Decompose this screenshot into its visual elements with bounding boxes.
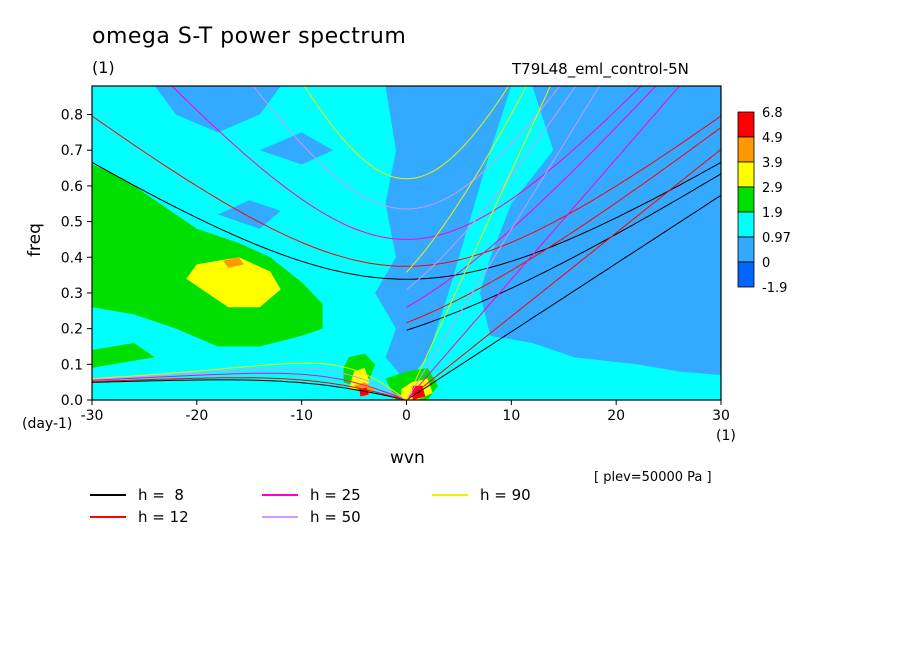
colorbar-label: -1.9 (762, 281, 787, 296)
dispersion-curves (92, 86, 721, 400)
x-tick-label: -20 (185, 408, 208, 424)
contour-blue-east (322, 86, 721, 383)
legend-item: h = 90 (432, 486, 531, 504)
colorbar-swatch (737, 161, 755, 188)
colorbar-label: 0 (762, 256, 770, 271)
contour-blue-patch (259, 132, 334, 165)
colorbar-label: 4.9 (762, 131, 783, 146)
legend-label: h = 12 (138, 508, 189, 526)
y-tick-label: 0.4 (61, 250, 83, 266)
contour-blue-nw (154, 86, 281, 133)
x-tick-label: 0 (402, 408, 411, 424)
rossby-curve-50 (92, 367, 407, 400)
contour-green-sw (92, 342, 155, 368)
x-axis-label: wvn (390, 448, 425, 468)
kelvin-curve-90 (406, 86, 551, 400)
ig-curve-90 (303, 86, 510, 180)
contour-red-origin (411, 385, 426, 400)
x-tick-label: -30 (81, 408, 104, 424)
y-tick-label: 0.2 (61, 322, 83, 338)
colorbar-label: 2.9 (762, 181, 783, 196)
chart-title: omega S-T power spectrum (92, 24, 407, 49)
eig-curve-25 (406, 86, 657, 308)
x-tick-label: -10 (290, 408, 313, 424)
legend-label: h = 8 (138, 486, 184, 504)
eig-curve-8 (406, 173, 721, 331)
legend-item: h = 50 (262, 508, 361, 526)
colorbar-label: 3.9 (762, 156, 783, 171)
colorbar-label: 1.9 (762, 206, 783, 221)
legend-line (262, 516, 298, 518)
y-tick-label: 0.6 (61, 179, 83, 195)
x-tick-label: 30 (712, 408, 730, 424)
rossby-curve-90 (92, 362, 407, 400)
kelvin-curve-50 (406, 86, 601, 400)
rossby-curve-12 (92, 377, 407, 400)
chart-units: (1) (92, 58, 115, 77)
colorbar-swatch (737, 111, 755, 138)
ig-curve-12 (92, 115, 721, 267)
legend-line (432, 494, 468, 496)
contour-yellow-main (186, 257, 281, 308)
rossby-curve-8 (92, 379, 407, 400)
x-axis-units: (1) (716, 428, 736, 444)
colorbar-swatch (737, 211, 755, 238)
x-tick-label: 20 (607, 408, 625, 424)
legend-label: h = 50 (310, 508, 361, 526)
rossby-curve-25 (92, 372, 407, 400)
eig-curve-50 (406, 86, 577, 291)
y-tick-label: 0.3 (61, 286, 83, 302)
legend-item: h = 8 (90, 486, 184, 504)
legend-line (262, 494, 298, 496)
y-tick-label: 0.7 (61, 143, 83, 159)
ig-curve-50 (252, 86, 561, 210)
colorbar-label: 0.97 (762, 231, 791, 246)
y-tick-label: 0.8 (61, 108, 83, 124)
y-axis-units: (day-1) (22, 416, 73, 432)
contour-orange-main (223, 257, 244, 268)
level-note: [ plev=50000 Pa ] (594, 470, 712, 485)
x-tick-label: 10 (502, 408, 520, 424)
kelvin-curve-12 (406, 148, 721, 400)
legend-label: h = 90 (480, 486, 531, 504)
power-contours (92, 86, 721, 400)
run-label: T79L48_eml_control-5N (512, 60, 689, 78)
colorbar-swatch (737, 236, 755, 263)
colorbar-swatch (737, 261, 755, 288)
legend-line (90, 516, 126, 518)
legend-line (90, 494, 126, 496)
colorbar-label: 6.8 (762, 106, 783, 121)
colorbar: 6.8 4.9 3.9 2.9 1.9 0.97 0 -1.9 (737, 106, 791, 296)
kelvin-curve-8 (406, 194, 721, 400)
kelvin-curve-25 (406, 86, 681, 400)
contour-blue-patch2 (217, 200, 281, 229)
axes: -30 -20 -10 0 10 20 30 0.0 0.1 0.2 0.3 0.4 0.5 0.6 0.7… (61, 85, 730, 424)
y-tick-label: 0.1 (61, 357, 83, 373)
legend-item: h = 25 (262, 486, 361, 504)
ig-curve-25 (171, 86, 642, 240)
y-tick-label: 0.0 (61, 393, 83, 409)
y-tick-label: 0.5 (61, 215, 83, 231)
ig-curve-8 (92, 161, 721, 280)
colorbar-swatch (737, 186, 755, 213)
colorbar-swatch (737, 136, 755, 163)
eig-curve-90 (406, 86, 528, 273)
eig-curve-12 (406, 127, 721, 324)
legend-item: h = 12 (90, 508, 189, 526)
legend-label: h = 25 (310, 486, 361, 504)
